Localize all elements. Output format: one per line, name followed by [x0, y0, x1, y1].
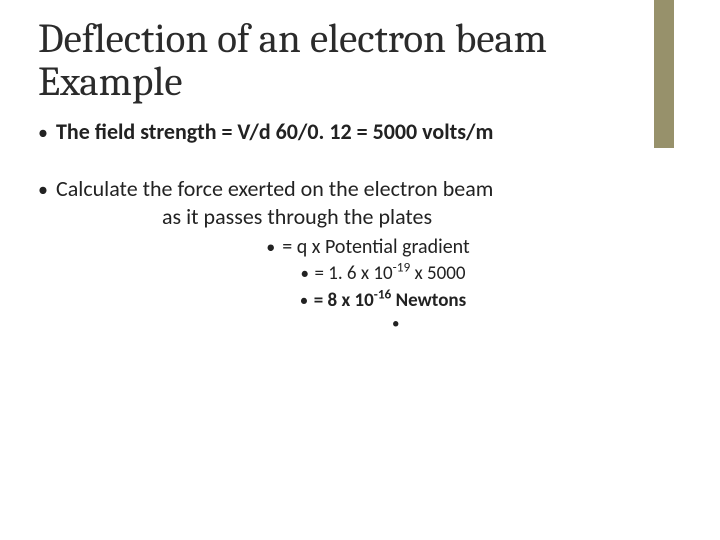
- bullet-text: = 1. 6 x 10-19 x 5000: [314, 262, 465, 287]
- bullet-dot-icon: •: [38, 120, 56, 146]
- bullet-calc-force: • Calculate the force exerted on the ele…: [38, 175, 668, 204]
- bullet-field-strength: • The field strength = V/d 60/0. 12 = 50…: [38, 118, 668, 147]
- title-line-1: Deflection of an electron beam: [38, 18, 668, 61]
- accent-bar: [654, 0, 674, 148]
- bullet-empty: •: [38, 315, 668, 335]
- slide-title: Deflection of an electron beam Example: [38, 18, 668, 104]
- slide-body: • The field strength = V/d 60/0. 12 = 50…: [38, 118, 668, 335]
- bullet-dot-icon: •: [300, 263, 314, 285]
- title-line-2: Example: [38, 61, 668, 104]
- bullet-calc-force-cont: as it passes through the plates: [38, 203, 668, 232]
- value-prefix: = 8 x 10: [314, 289, 374, 312]
- bullet-text: The field strength = V/d 60/0. 12 = 5000…: [56, 118, 493, 147]
- bullet-substitution: • = 1. 6 x 10-19 x 5000: [38, 262, 668, 287]
- value-prefix: = 1. 6 x 10: [314, 262, 392, 285]
- value-exponent: -19: [393, 259, 411, 276]
- bullet-text: = 8 x 10-16 Newtons: [314, 289, 466, 314]
- bullet-dot-icon: •: [300, 290, 314, 312]
- value-exponent: -16: [374, 285, 392, 302]
- bullet-dot-icon: •: [266, 236, 282, 259]
- value-suffix: x 5000: [410, 262, 465, 285]
- bullet-formula: • = q x Potential gradient: [38, 234, 668, 260]
- bullet-dot-icon: •: [392, 315, 404, 335]
- value-suffix: Newtons: [391, 289, 466, 312]
- bullet-dot-icon: •: [38, 177, 56, 203]
- slide-content: Deflection of an electron beam Example •…: [0, 0, 720, 335]
- bullet-result: • = 8 x 10-16 Newtons: [38, 289, 668, 314]
- bullet-text: Calculate the force exerted on the elect…: [56, 175, 493, 204]
- bullet-text: = q x Potential gradient: [282, 234, 469, 260]
